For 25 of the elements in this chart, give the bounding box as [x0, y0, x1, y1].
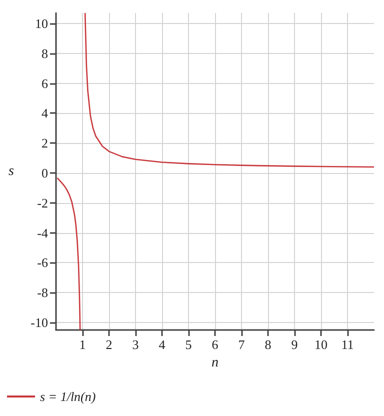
- y-axis-title: s: [8, 164, 15, 179]
- y-tick-label: 2: [42, 136, 48, 151]
- x-tick-label: 1: [79, 337, 86, 352]
- y-tick-label: 8: [42, 46, 48, 61]
- legend-label: s = 1/ln(n): [40, 389, 96, 404]
- y-tick-label: 10: [35, 16, 48, 31]
- x-tick-label: 3: [132, 337, 139, 352]
- x-tick-label: 6: [212, 337, 219, 352]
- x-tick-label: 5: [185, 337, 192, 352]
- x-tick-label: 11: [341, 337, 354, 352]
- x-tick-label: 7: [238, 337, 246, 352]
- y-tick-label: -6: [37, 255, 48, 270]
- x-tick-label: 2: [106, 337, 112, 352]
- y-tick-label: -4: [37, 225, 48, 240]
- x-tick-label: 9: [291, 337, 298, 352]
- x-tick-label: 8: [264, 337, 272, 352]
- y-tick-label: -10: [30, 315, 48, 330]
- y-tick-label: -2: [37, 195, 48, 210]
- y-tick-label: 0: [42, 165, 48, 180]
- x-tick-label: 4: [158, 337, 166, 352]
- y-tick-label: 6: [42, 76, 48, 91]
- y-tick-label: 4: [42, 106, 48, 121]
- x-tick-label: 10: [314, 337, 328, 352]
- y-tick-label: -8: [37, 285, 48, 300]
- x-axis-title: n: [212, 356, 218, 370]
